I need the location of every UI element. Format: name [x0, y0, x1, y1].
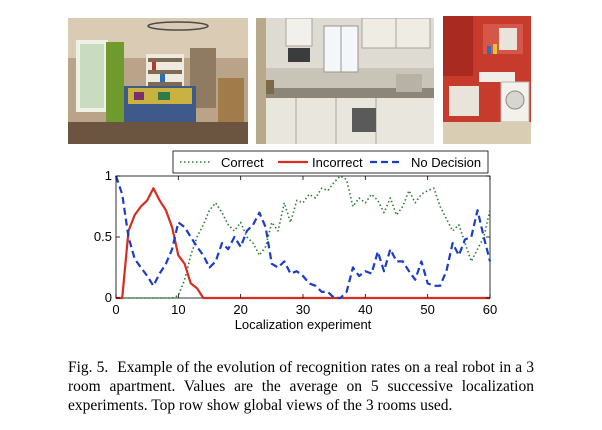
legend-box: [172, 150, 489, 174]
x-tick-label: 0: [112, 302, 119, 317]
x-tick-label: 30: [296, 302, 310, 317]
legend-label: Incorrect: [312, 155, 363, 170]
bathroom-photo: [443, 16, 531, 144]
legend-label: Correct: [221, 155, 264, 170]
figure-label: Fig. 5.: [68, 359, 109, 376]
axis-layer: 0 10 20 30 40 50 60 0 0.5 1: [94, 168, 497, 317]
living-room-photo: [68, 18, 248, 144]
x-axis-label: Localization experiment: [235, 317, 372, 332]
x-tick-label: 50: [420, 302, 434, 317]
legend-label: No Decision: [411, 155, 481, 170]
legend: Correct Incorrect No Decision: [172, 150, 489, 174]
y-tick-label: 1: [105, 168, 112, 183]
kitchen-photo: [256, 18, 434, 144]
plot-area: [115, 175, 491, 299]
y-tick-label: 0: [105, 290, 112, 305]
figure-caption: Fig. 5. Example of the evolution of recog…: [68, 358, 534, 415]
series-line-no-decision: [114, 175, 492, 300]
x-tick-label: 20: [233, 302, 247, 317]
y-tick-label: 0.5: [94, 229, 112, 244]
x-tick-label: 40: [358, 302, 372, 317]
x-tick-label: 60: [483, 302, 497, 317]
recognition-rate-chart: Correct Incorrect No Decision 0 10 20 30 40 50 6…: [94, 150, 497, 332]
caption-text: Example of the evolution of recognition …: [68, 359, 534, 414]
x-tick-label: 10: [171, 302, 185, 317]
